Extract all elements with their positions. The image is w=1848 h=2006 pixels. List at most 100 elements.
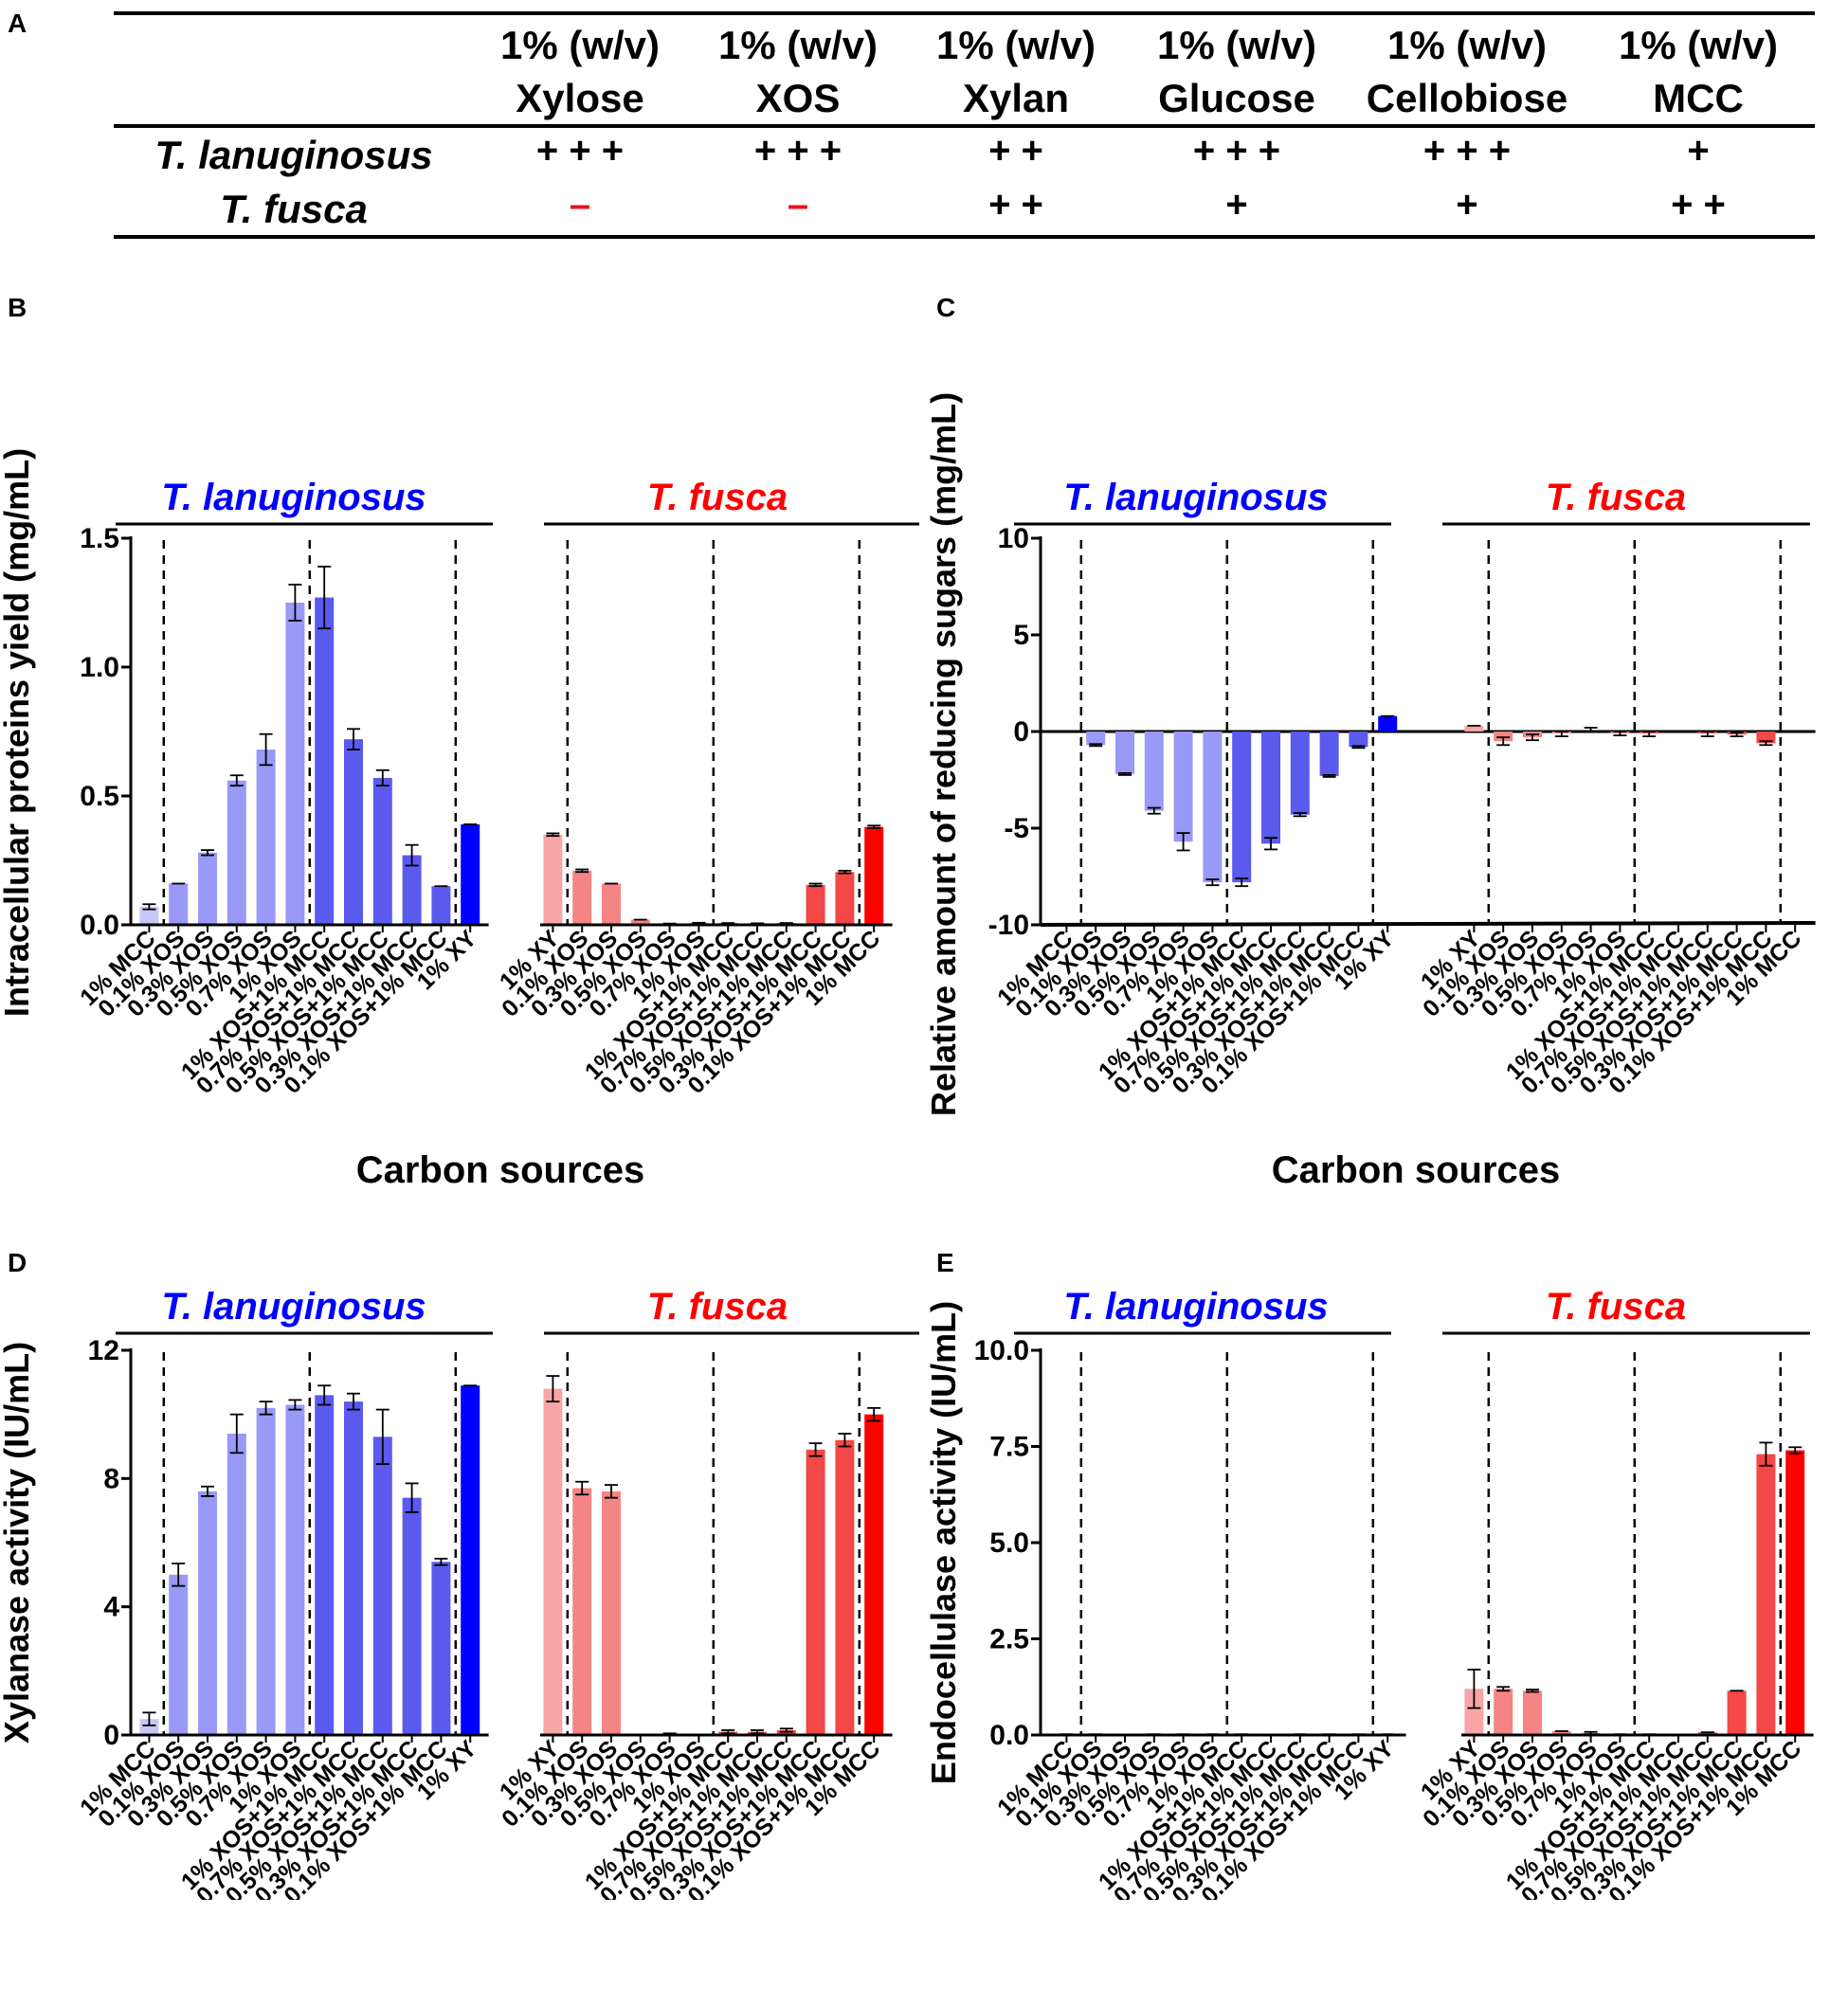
y-tick-label: 0.5 bbox=[80, 781, 119, 812]
table-cell-plus: + + bbox=[988, 184, 1043, 226]
bar bbox=[1785, 1450, 1805, 1735]
table-cell-plus: + bbox=[1225, 184, 1247, 226]
y-tick-label: 8 bbox=[103, 1463, 119, 1494]
bottom-axis-line bbox=[1040, 921, 1816, 927]
table-cell-plus: + + + bbox=[1423, 130, 1511, 172]
y-tick-label: 7.5 bbox=[989, 1432, 1029, 1463]
column-header-line2: Glucose bbox=[1158, 76, 1315, 120]
bar bbox=[1319, 732, 1339, 776]
bar bbox=[1261, 732, 1280, 844]
column-header-line1: 1% (w/v) bbox=[1157, 23, 1316, 67]
label-crop-mask bbox=[946, 1900, 1799, 2006]
column-header-line1: 1% (w/v) bbox=[1619, 23, 1778, 67]
panel-label: B bbox=[8, 293, 27, 322]
group-title: T. lanuginosus bbox=[161, 477, 426, 518]
bar bbox=[169, 1574, 189, 1735]
row-organism-label: T. fusca bbox=[220, 187, 368, 231]
y-tick-label: 5 bbox=[1013, 620, 1029, 651]
bar bbox=[1523, 1690, 1542, 1735]
y-axis-label: Relative amount of reducing sugars (mg/m… bbox=[924, 392, 963, 1116]
y-tick-label: -5 bbox=[1004, 813, 1029, 844]
bar bbox=[630, 919, 650, 925]
chart-panel-d: D T. lanuginosus T. fusca 0 4 8 12 Xylanase act… bbox=[0, 1248, 919, 2006]
bar bbox=[864, 1414, 884, 1735]
bar bbox=[461, 1385, 480, 1735]
chart-panel-e: E T. lanuginosus T. fusca 0.0 2.5 5.0 7.5 10.0 E… bbox=[924, 1248, 1814, 2006]
table-panel-a: A 1% (w/v) Xylose 1% (w/v) XOS 1% (w/v) Xylan 1… bbox=[8, 9, 1815, 239]
bar bbox=[1378, 715, 1398, 732]
bar bbox=[461, 823, 480, 925]
bar bbox=[402, 1497, 422, 1735]
bar bbox=[198, 1491, 217, 1735]
bar bbox=[543, 1388, 563, 1735]
column-header-line2: MCC bbox=[1653, 76, 1744, 120]
column-header-line2: Xylose bbox=[516, 76, 643, 120]
column-header-line1: 1% (w/v) bbox=[500, 23, 660, 67]
table-cell-plus: + + bbox=[1671, 184, 1726, 226]
column-header-line1: 1% (w/v) bbox=[718, 23, 878, 67]
label-crop-mask bbox=[36, 1900, 889, 2006]
bar bbox=[372, 777, 392, 925]
bar bbox=[1727, 1690, 1747, 1735]
bar bbox=[431, 1562, 451, 1735]
y-axis-label: Intracellular proteins yield (mg/mL) bbox=[0, 448, 36, 1017]
bar bbox=[402, 855, 422, 925]
y-tick-label: 0 bbox=[103, 1720, 119, 1751]
bar bbox=[256, 750, 276, 925]
bar bbox=[806, 884, 825, 925]
bar bbox=[139, 1719, 159, 1735]
bar bbox=[256, 1407, 276, 1735]
y-tick-label: 5.0 bbox=[989, 1527, 1029, 1559]
bar bbox=[226, 780, 246, 925]
y-tick-label: 10 bbox=[998, 523, 1029, 554]
bar bbox=[198, 852, 217, 925]
bar bbox=[139, 906, 159, 925]
chart-panel-b: B T. lanuginosus T. fusca 0.0 0.5 1.0 1.5 Intra… bbox=[0, 293, 919, 1191]
bar bbox=[226, 1433, 246, 1735]
y-tick-label: 1.5 bbox=[80, 523, 119, 554]
column-header-line2: XOS bbox=[756, 76, 841, 120]
bar bbox=[543, 834, 563, 925]
bar bbox=[1086, 732, 1106, 746]
table-cell-minus: – bbox=[788, 184, 808, 226]
y-tick-label: 0 bbox=[1013, 716, 1029, 748]
bar bbox=[169, 883, 189, 925]
y-tick-label: 0.0 bbox=[989, 1720, 1029, 1751]
group-title: T. lanuginosus bbox=[1063, 477, 1328, 518]
panel-label: D bbox=[8, 1248, 27, 1277]
bar bbox=[1349, 732, 1368, 748]
bar bbox=[1290, 732, 1310, 815]
panel-label: C bbox=[936, 293, 955, 322]
bar bbox=[285, 603, 305, 925]
column-header-line1: 1% (w/v) bbox=[936, 23, 1096, 67]
bar bbox=[1494, 1689, 1513, 1735]
table-cell-minus: – bbox=[570, 184, 590, 226]
group-title: T. fusca bbox=[1546, 1286, 1686, 1328]
y-tick-label: -10 bbox=[988, 910, 1029, 941]
bar bbox=[1115, 732, 1134, 774]
y-axis-label: Endocellulase activity (IU/mL) bbox=[924, 1301, 963, 1784]
chart-panel-c: C T. lanuginosus T. fusca -10 -5 0 5 10 Relative… bbox=[924, 293, 1816, 1191]
panel-label-a: A bbox=[8, 9, 27, 38]
y-tick-label: 4 bbox=[103, 1592, 119, 1623]
bar bbox=[572, 870, 592, 925]
bar bbox=[315, 1395, 335, 1735]
group-title: T. fusca bbox=[647, 477, 788, 518]
bar bbox=[285, 1404, 305, 1735]
bar bbox=[1203, 732, 1223, 883]
bar bbox=[602, 1491, 621, 1735]
y-tick-label: 0.0 bbox=[80, 910, 119, 941]
row-organism-label: T. lanuginosus bbox=[154, 133, 432, 177]
bar bbox=[1464, 725, 1484, 732]
bar bbox=[806, 1449, 825, 1735]
group-title: T. lanuginosus bbox=[161, 1286, 426, 1328]
column-header-line2: Xylan bbox=[963, 76, 1069, 120]
bar bbox=[431, 886, 451, 925]
table-cell-plus: + bbox=[1456, 184, 1477, 226]
table-cell-plus: + + + bbox=[754, 130, 842, 172]
bar bbox=[835, 872, 855, 925]
y-tick-label: 12 bbox=[88, 1335, 119, 1366]
table-cell-plus: + + + bbox=[1193, 130, 1280, 172]
column-header-line2: Cellobiose bbox=[1367, 76, 1567, 120]
